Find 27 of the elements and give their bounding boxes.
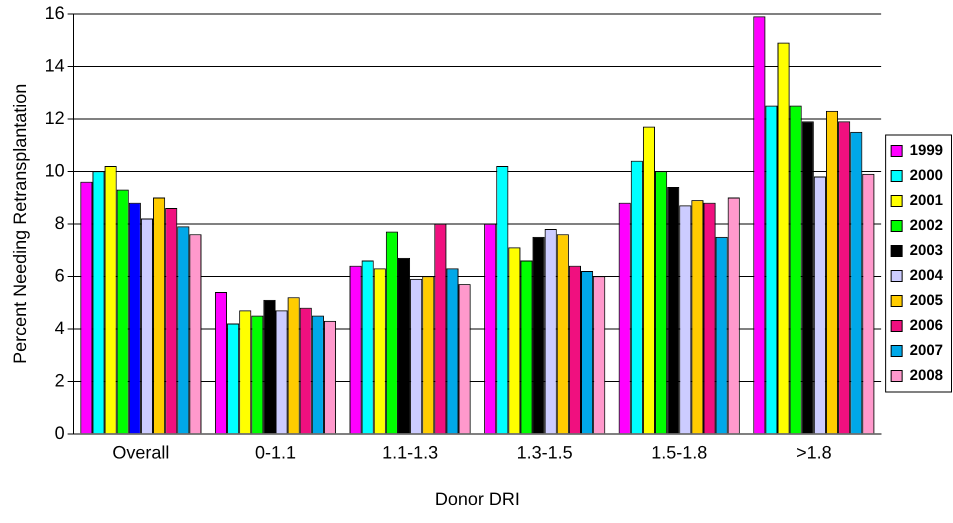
x-tick-label: Overall	[112, 442, 170, 463]
legend-label: 1999	[910, 142, 944, 160]
legend-label: 2006	[910, 317, 944, 334]
y-tick-label: 12	[44, 108, 65, 128]
y-tick-label: 4	[54, 318, 65, 338]
legend-label: 2000	[910, 167, 944, 184]
y-tick-label: 8	[54, 212, 65, 233]
legend-label: 2005	[910, 292, 944, 310]
y-tick-label: 0	[54, 422, 65, 443]
y-tick-label: 14	[44, 55, 65, 76]
legend-label: 2001	[910, 192, 944, 210]
y-tick-label: 6	[54, 265, 65, 286]
x-tick-label: 0-1.1	[254, 442, 296, 463]
y-tick-label: 10	[44, 160, 65, 180]
legend-label: 2008	[910, 367, 944, 384]
y-tick-label: 2	[54, 370, 65, 390]
legend-label: 2003	[910, 242, 944, 260]
x-tick-label: 1.3-1.5	[516, 442, 573, 463]
y-tick-label: 16	[44, 2, 65, 23]
y-axis-title: Percent Needing Retransplantation	[10, 84, 30, 364]
x-tick-label: 1.1-1.3	[382, 442, 438, 463]
x-tick-label: >1.8	[796, 442, 832, 463]
legend-label: 2007	[910, 342, 944, 360]
x-tick-label: 1.5-1.8	[651, 442, 708, 463]
legend-label: 2002	[910, 217, 944, 234]
legend-label: 2004	[910, 267, 944, 284]
x-axis-title: Donor DRI	[434, 489, 520, 510]
